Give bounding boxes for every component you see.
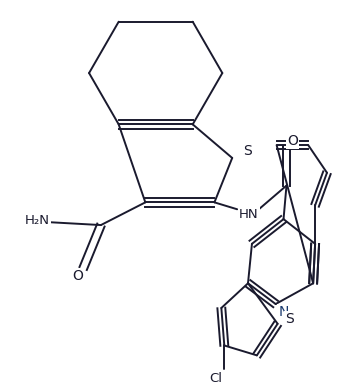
Text: H₂N: H₂N xyxy=(25,214,50,227)
Text: O: O xyxy=(72,270,83,283)
Text: Cl: Cl xyxy=(209,372,222,385)
Text: S: S xyxy=(242,144,251,158)
Text: HN: HN xyxy=(239,208,259,221)
Text: O: O xyxy=(287,134,298,148)
Text: S: S xyxy=(285,312,294,326)
Text: N: N xyxy=(278,305,289,319)
